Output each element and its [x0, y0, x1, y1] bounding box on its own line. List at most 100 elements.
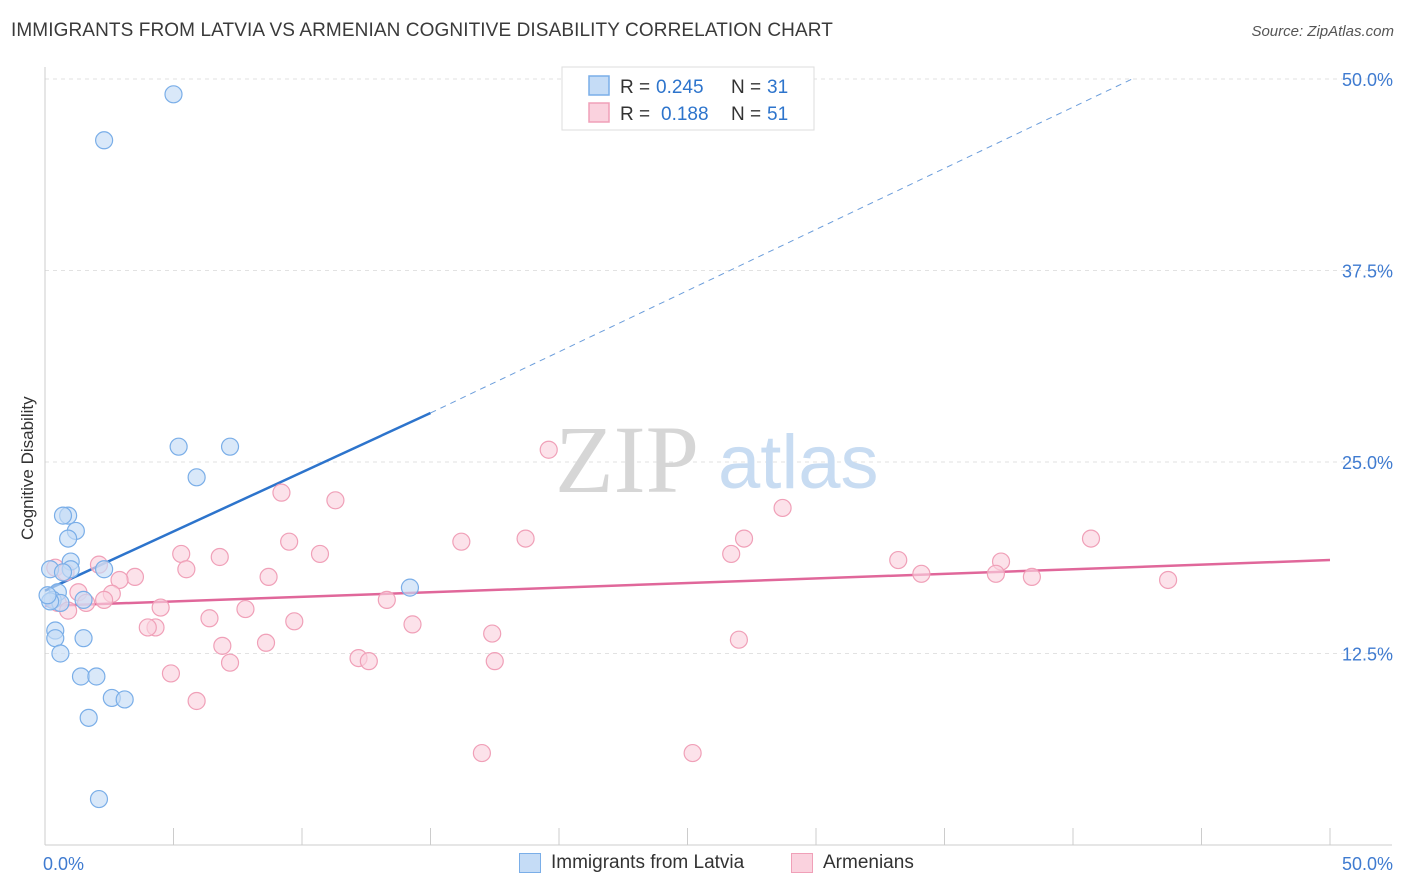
point-armenians — [161, 664, 181, 683]
point-armenians — [483, 624, 502, 643]
point-latvia — [46, 629, 65, 648]
point-armenians — [110, 570, 129, 590]
point-armenians — [151, 598, 170, 617]
y-tick-label: 25.0% — [1342, 453, 1393, 473]
point-armenians — [220, 653, 240, 672]
y-tick-label: 50.0% — [1342, 70, 1393, 90]
legend-swatch-latvia — [588, 75, 610, 96]
legend-top: R = 0.245 N = 31 R = 0.188 N = 51 — [561, 66, 815, 131]
watermark-atlas: atlas — [718, 420, 879, 505]
point-armenians — [734, 529, 754, 548]
watermark: ZIP atlas — [555, 406, 879, 513]
point-armenians — [272, 483, 291, 502]
point-armenians — [310, 544, 330, 564]
point-latvia — [53, 563, 73, 582]
legend-n-value-latvia: 31 — [767, 77, 788, 98]
point-armenians — [138, 618, 157, 637]
point-latvia — [220, 437, 240, 456]
point-latvia — [115, 690, 134, 709]
legend-r-value-latvia: 0.245 — [656, 77, 704, 98]
point-armenians — [773, 498, 792, 518]
point-latvia — [95, 560, 114, 579]
point-armenians — [1158, 570, 1178, 590]
point-armenians — [259, 567, 278, 587]
point-armenians — [1022, 567, 1041, 587]
x-tick-label: 0.0% — [43, 854, 84, 874]
point-armenians — [213, 636, 232, 655]
legend-n-value-armenians: 51 — [767, 104, 788, 125]
trend-line-armenians — [44, 558, 1331, 608]
point-armenians — [359, 652, 378, 671]
trend-line-latvia-extension — [430, 78, 1133, 414]
legend-item-latvia: Immigrants from Latvia — [519, 852, 744, 874]
point-latvia — [71, 667, 91, 686]
point-armenians — [516, 529, 535, 548]
point-latvia — [187, 468, 206, 487]
legend-r-value-armenians: 0.188 — [661, 104, 709, 125]
trend-line-latvia — [44, 411, 432, 592]
point-latvia — [59, 529, 78, 548]
point-latvia — [89, 789, 109, 809]
point-armenians — [452, 532, 471, 551]
point-latvia — [400, 578, 420, 597]
point-latvia — [79, 708, 98, 727]
point-latvia — [87, 667, 106, 686]
point-armenians — [986, 564, 1006, 583]
legend-label-armenians: Armenians — [823, 852, 914, 873]
point-armenians — [280, 532, 299, 551]
y-axis-label: Cognitive Disability — [18, 396, 37, 540]
legend-swatch-armenians — [791, 853, 813, 873]
point-armenians — [256, 633, 276, 652]
tick-labels: 12.5% 25.0% 37.5% 50.0% 0.0% 50.0% — [43, 70, 1393, 874]
point-armenians — [95, 590, 114, 609]
legend-label-latvia: Immigrants from Latvia — [551, 852, 745, 873]
legend-r-label-armenians: R = — [620, 104, 650, 125]
point-armenians — [889, 550, 908, 570]
point-armenians — [236, 599, 255, 619]
point-armenians — [485, 652, 504, 671]
legend-r-label-latvia: R = — [620, 77, 650, 98]
point-armenians — [539, 440, 558, 459]
legend-n-label-latvia: N = — [731, 77, 761, 98]
point-armenians — [210, 547, 229, 567]
point-latvia — [74, 590, 93, 609]
trend-lines — [44, 78, 1331, 608]
point-armenians — [377, 590, 396, 609]
point-armenians — [177, 560, 196, 579]
point-armenians — [326, 491, 345, 510]
data-points — [38, 85, 1178, 809]
point-armenians — [403, 615, 422, 634]
chart-title: IMMIGRANTS FROM LATVIA VS ARMENIAN COGNI… — [11, 20, 833, 41]
point-armenians — [285, 612, 304, 631]
point-armenians — [200, 609, 219, 628]
source-label: Source: ZipAtlas.com — [1251, 23, 1394, 40]
legend-bottom: Immigrants from Latvia Armenians — [0, 852, 1406, 876]
legend-swatch-latvia — [519, 853, 541, 873]
point-armenians — [172, 544, 191, 564]
point-armenians — [125, 567, 145, 587]
legend-n-label-armenians: N = — [731, 104, 761, 125]
x-tick-label: 50.0% — [1342, 854, 1393, 874]
point-armenians — [722, 544, 741, 564]
point-armenians — [187, 691, 206, 711]
point-latvia — [169, 437, 188, 456]
point-armenians — [683, 743, 702, 763]
point-latvia — [38, 586, 57, 605]
point-armenians — [729, 630, 749, 649]
y-tick-label: 37.5% — [1342, 262, 1393, 282]
grid-lines — [45, 78, 1392, 654]
point-latvia — [51, 644, 70, 663]
point-latvia — [74, 629, 93, 648]
point-latvia — [53, 506, 73, 525]
point-armenians — [472, 743, 491, 763]
legend-item-armenians: Armenians — [791, 852, 914, 874]
point-latvia — [164, 85, 183, 104]
point-latvia — [95, 131, 114, 150]
legend-swatch-armenians — [588, 102, 610, 123]
watermark-zip: ZIP — [555, 406, 699, 513]
axes — [44, 67, 1392, 846]
point-armenians — [912, 564, 931, 583]
point-armenians — [1081, 529, 1101, 548]
y-tick-label: 12.5% — [1342, 645, 1393, 665]
